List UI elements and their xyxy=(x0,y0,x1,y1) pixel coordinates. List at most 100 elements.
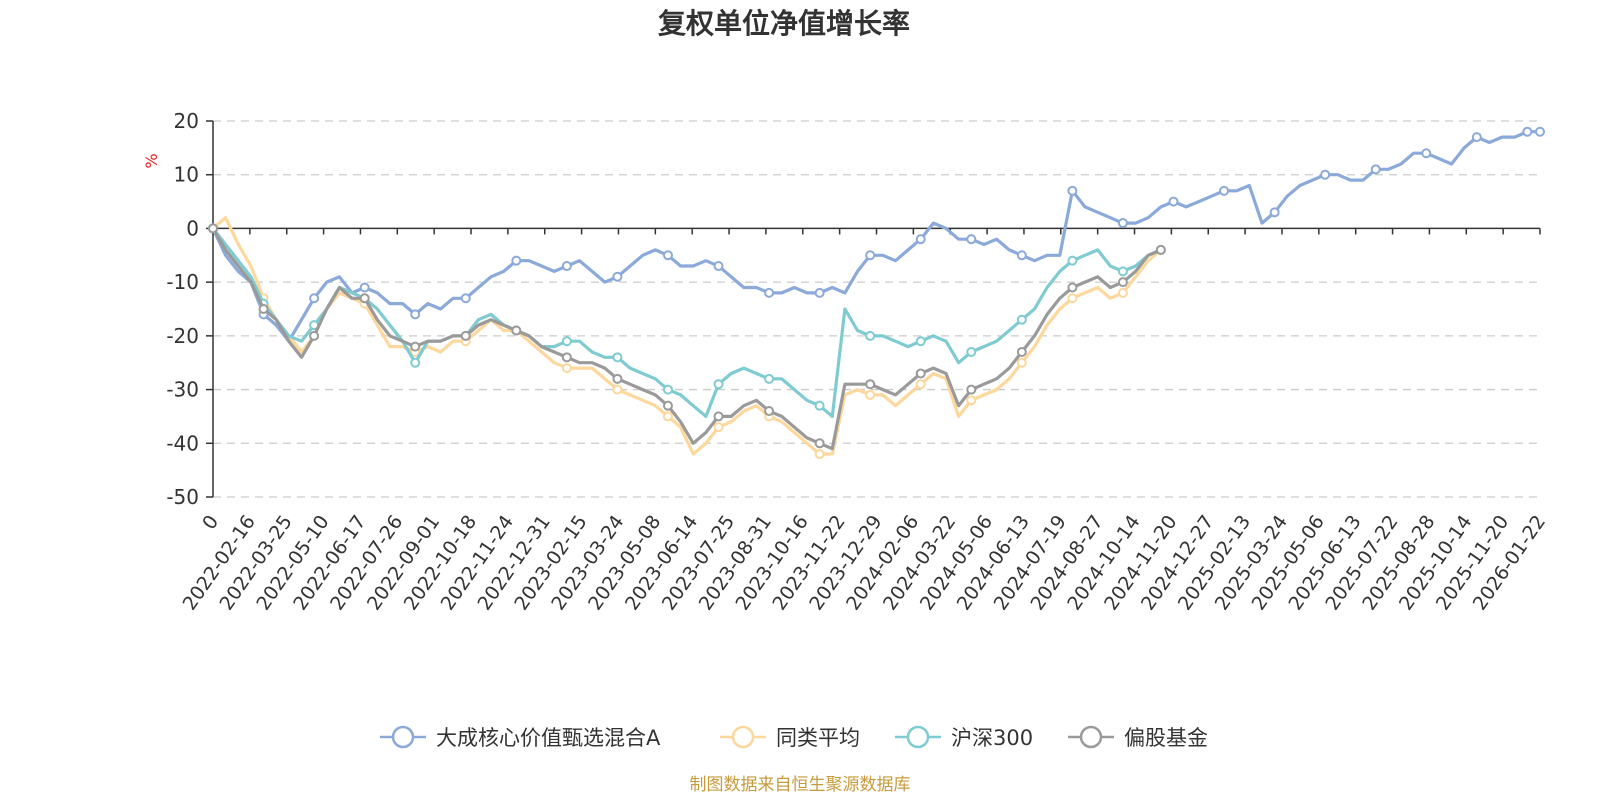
data-point xyxy=(1067,293,1078,304)
data-point xyxy=(1016,346,1027,357)
legend-marker xyxy=(906,725,930,749)
data-point xyxy=(1117,266,1128,277)
legend-item-3[interactable]: 偏股基金 xyxy=(1068,725,1208,750)
legend-marker xyxy=(1079,725,1103,749)
legend-marker xyxy=(391,725,415,749)
data-point xyxy=(662,400,673,411)
data-point xyxy=(410,341,421,352)
data-point xyxy=(561,336,572,347)
data-point xyxy=(1421,148,1432,159)
data-point xyxy=(410,309,421,320)
data-point xyxy=(1117,277,1128,288)
data-point xyxy=(1016,314,1027,325)
legend-label: 同类平均 xyxy=(776,726,860,750)
legend-item-1[interactable]: 同类平均 xyxy=(720,725,860,750)
data-point xyxy=(359,293,370,304)
y-tick-label: -40 xyxy=(166,431,199,455)
data-point xyxy=(865,330,876,341)
data-point xyxy=(814,400,825,411)
data-point xyxy=(612,352,623,363)
data-point xyxy=(1117,287,1128,298)
data-point xyxy=(814,287,825,298)
data-point xyxy=(1016,250,1027,261)
data-point xyxy=(1320,169,1331,180)
x-axis-ticks: 02022-02-162022-03-252022-05-102022-06-1… xyxy=(179,227,1550,614)
data-point xyxy=(1067,282,1078,293)
series-3 xyxy=(208,223,1166,451)
data-point xyxy=(713,422,724,433)
data-point xyxy=(915,368,926,379)
data-point xyxy=(1016,357,1027,368)
data-point xyxy=(764,406,775,417)
series-line xyxy=(211,226,1163,418)
data-point xyxy=(460,293,471,304)
data-point xyxy=(713,379,724,390)
data-point xyxy=(561,363,572,374)
legend-item-2[interactable]: 沪深300 xyxy=(895,725,1033,750)
y-tick-label: -10 xyxy=(166,270,199,294)
data-point xyxy=(764,287,775,298)
data-point xyxy=(1067,255,1078,266)
data-point xyxy=(713,261,724,272)
data-point xyxy=(511,255,522,266)
data-point xyxy=(309,330,320,341)
data-point xyxy=(1168,196,1179,207)
data-point xyxy=(1117,218,1128,229)
data-point xyxy=(561,261,572,272)
data-point xyxy=(359,282,370,293)
data-point xyxy=(865,250,876,261)
data-point xyxy=(460,330,471,341)
data-point xyxy=(662,384,673,395)
data-point xyxy=(1155,244,1166,255)
y-tick-label: -50 xyxy=(166,485,199,509)
data-point xyxy=(612,271,623,282)
data-point xyxy=(258,304,269,314)
data-point xyxy=(966,234,977,245)
data-point xyxy=(915,379,926,390)
data-point xyxy=(1219,185,1230,196)
data-point xyxy=(966,346,977,357)
data-point xyxy=(1522,126,1533,137)
y-axis-unit-label: % xyxy=(142,153,161,168)
data-point xyxy=(208,223,218,234)
data-point xyxy=(1370,164,1381,175)
series-0 xyxy=(208,126,1545,343)
data-point xyxy=(1269,207,1280,218)
y-axis-ticks: 20 10 0 -10 -20 -30 -40 -50 xyxy=(166,109,214,509)
data-point xyxy=(1471,132,1482,143)
legend[interactable]: 大成核心价值甄选混合A 同类平均 沪深300 偏股基金 xyxy=(380,725,1208,750)
data-point xyxy=(865,379,876,390)
legend-item-0[interactable]: 大成核心价值甄选混合A xyxy=(380,725,661,750)
x-tick-label: 0 xyxy=(198,511,223,534)
data-point xyxy=(662,411,673,422)
y-tick-label: -30 xyxy=(166,378,199,402)
y-tick-label: 10 xyxy=(174,163,199,187)
series-layer xyxy=(208,126,1545,460)
legend-label: 偏股基金 xyxy=(1124,726,1208,750)
data-point xyxy=(915,336,926,347)
data-point xyxy=(511,325,522,336)
legend-label: 沪深300 xyxy=(951,726,1033,750)
data-point xyxy=(814,449,825,460)
data-point xyxy=(713,411,724,422)
data-point xyxy=(865,389,876,400)
series-line xyxy=(211,226,1163,451)
legend-marker xyxy=(731,725,755,749)
chart-title: 复权单位净值增长率 xyxy=(658,7,910,40)
data-point xyxy=(612,384,623,395)
data-point xyxy=(814,438,825,449)
series-line xyxy=(211,130,1542,343)
legend-label: 大成核心价值甄选混合A xyxy=(436,726,661,750)
y-tick-label: 20 xyxy=(174,109,199,133)
y-tick-label: -20 xyxy=(166,324,199,348)
source-label: 制图数据来自恒生聚源数据库 xyxy=(690,775,911,795)
data-point xyxy=(410,357,421,368)
data-point xyxy=(1535,126,1545,137)
data-point xyxy=(309,293,320,304)
data-point xyxy=(1067,185,1078,196)
series-line xyxy=(211,216,1163,456)
data-point xyxy=(966,384,977,395)
data-point xyxy=(915,234,926,245)
y-tick-label: 0 xyxy=(186,216,199,240)
